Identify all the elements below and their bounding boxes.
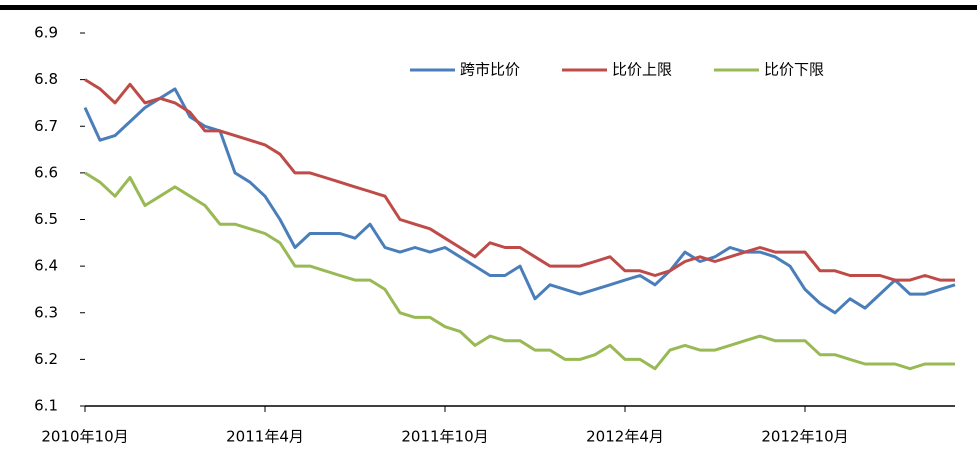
y-tick-label: 6.8 <box>34 70 58 88</box>
top-rule <box>0 5 977 10</box>
x-tick-label: 2011年10月 <box>401 428 488 446</box>
x-tick-label: 2011年4月 <box>226 428 304 446</box>
y-tick-label: 6.6 <box>34 163 58 181</box>
y-tick-label: 6.3 <box>34 303 58 321</box>
x-tick-label: 2010年10月 <box>41 428 128 446</box>
y-tick-label: 6.5 <box>34 210 58 228</box>
legend-label: 比价下限 <box>764 61 824 79</box>
x-tick-label: 2012年10月 <box>761 428 848 446</box>
legend-label: 比价上限 <box>612 61 672 79</box>
y-tick-label: 6.4 <box>34 257 58 275</box>
y-tick-label: 6.9 <box>34 24 58 42</box>
series-line <box>84 171 955 371</box>
y-tick-label: 6.2 <box>34 350 58 368</box>
x-tick-label: 2012年4月 <box>586 428 664 446</box>
series-line <box>84 78 955 282</box>
series-line <box>83 87 956 315</box>
y-tick-label: 6.1 <box>34 397 58 415</box>
legend-label: 跨市比价 <box>460 61 520 79</box>
y-tick-label: 6.7 <box>34 117 58 135</box>
